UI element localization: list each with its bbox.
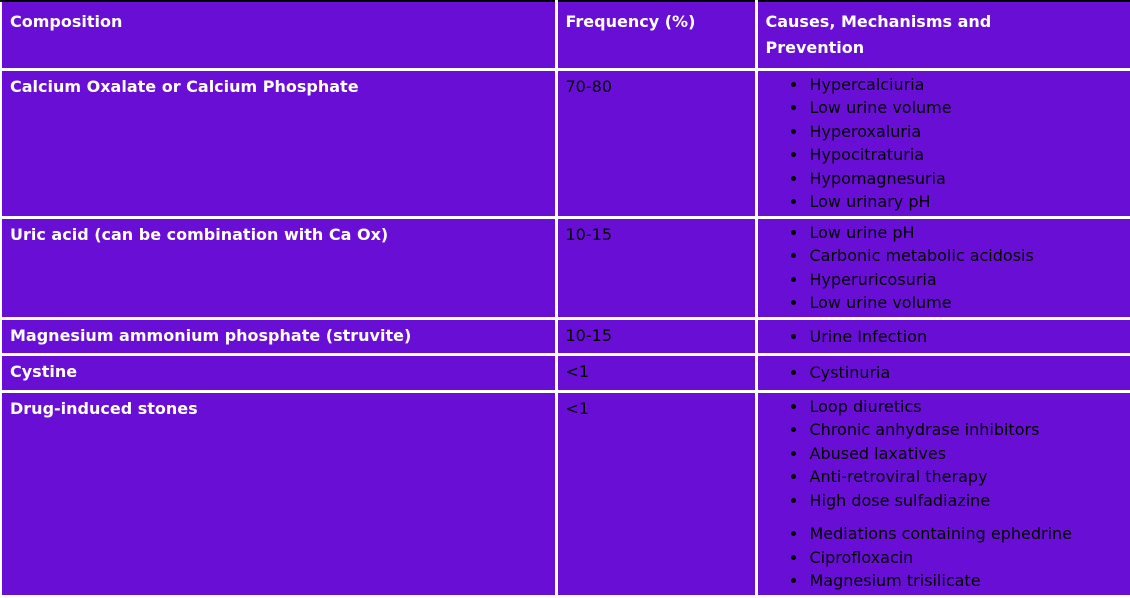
table-row-calcium-oxalate: Calcium Oxalate or Calcium Phosphate 70-… [0,67,1130,219]
cause-item: Hypercalciuria [808,73,1122,97]
table-row-drug-induced: Drug-induced stones <1 Loop diureticsChr… [0,389,1130,598]
cause-item: Urine Infection [808,325,1122,349]
composition-cell: Magnesium ammonium phosphate (struvite) [0,316,558,356]
causes-list: Loop diureticsChronic anhydrase inhibito… [766,395,1122,513]
cause-item: Hyperoxaluria [808,120,1122,144]
cause-item: Carbonic metabolic acidosis [808,244,1122,268]
causes-cell: HypercalciuriaLow urine volumeHyperoxalu… [754,67,1130,219]
cause-item: Loop diuretics [808,395,1122,419]
cause-item: Hypomagnesuria [808,167,1122,191]
cause-item: Hypocitraturia [808,143,1122,167]
composition-cell: Cystine [0,352,558,393]
column-header-causes: Causes, Mechanisms and Prevention [754,0,1130,71]
cause-item: Low urinary pH [808,190,1122,214]
cause-item: Low urine volume [808,291,1122,315]
cause-item: Hyperuricosuria [808,268,1122,292]
frequency-cell: <1 [554,352,758,393]
column-header-frequency: Frequency (%) [554,0,758,71]
column-header-label: Composition [10,12,123,31]
cause-item: Cystinuria [808,361,1122,385]
cause-item: Ciprofloxacin [808,546,1122,570]
frequency-cell: 70-80 [554,67,758,219]
frequency-cell: 10-15 [554,215,758,320]
cause-item: Low urine volume [808,96,1122,120]
frequency-cell: 10-15 [554,316,758,356]
cause-item: Chronic anhydrase inhibitors [808,418,1122,442]
composition-cell: Calcium Oxalate or Calcium Phosphate [0,67,558,219]
causes-cell: Low urine pHCarbonic metabolic acidosisH… [754,215,1130,320]
table-row-cystine: Cystine <1 Cystinuria [0,352,1130,393]
causes-cell: Loop diureticsChronic anhydrase inhibito… [754,389,1130,598]
table-row-struvite: Magnesium ammonium phosphate (struvite) … [0,316,1130,356]
cause-item: High dose sulfadiazine [808,489,1122,513]
table-row-uric-acid: Uric acid (can be combination with Ca Ox… [0,215,1130,320]
cause-item: Mediations containing ephedrine [808,522,1122,546]
composition-cell: Drug-induced stones [0,389,558,598]
causes-cell: Urine Infection [754,316,1130,356]
causes-cell: Cystinuria [754,352,1130,393]
causes-list: Low urine pHCarbonic metabolic acidosisH… [766,221,1122,315]
cause-item: Anti-retroviral therapy [808,465,1122,489]
cause-item: Abused laxatives [808,442,1122,466]
cause-item: Magnesium trisilicate [808,569,1122,593]
frequency-cell: <1 [554,389,758,598]
table-header-row: Composition Frequency (%) Causes, Mechan… [0,0,1130,71]
column-header-label: Causes, Mechanisms and Prevention [765,12,992,58]
cause-item: Low urine pH [808,221,1122,245]
column-header-label: Frequency (%) [565,12,696,31]
column-header-composition: Composition [0,0,558,71]
composition-cell: Uric acid (can be combination with Ca Ox… [0,215,558,320]
causes-list: Cystinuria [766,361,1122,385]
causes-list: Urine Infection [766,325,1122,349]
causes-list: HypercalciuriaLow urine volumeHyperoxalu… [766,73,1122,214]
causes-list-secondary: Mediations containing ephedrineCiproflox… [766,522,1122,593]
